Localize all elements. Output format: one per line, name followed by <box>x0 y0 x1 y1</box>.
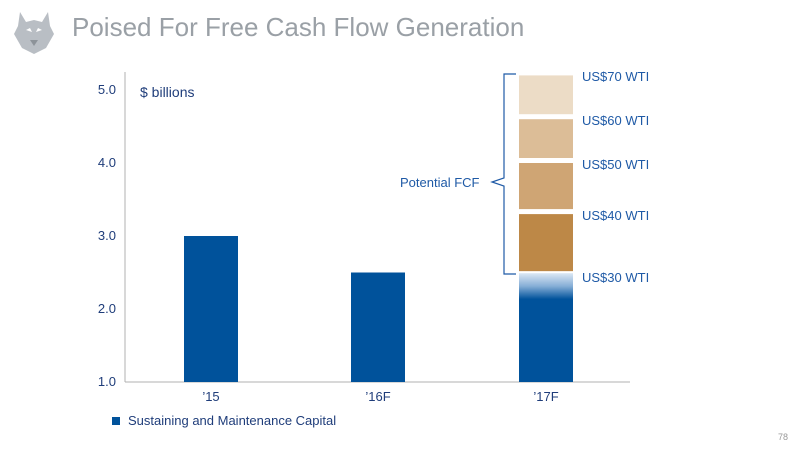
fcf-band <box>519 214 573 272</box>
wti-level-label: US$40 WTI <box>582 208 650 224</box>
fcf-band <box>519 163 573 210</box>
potential-fcf-bracket <box>490 73 516 275</box>
wti-level-label: US$50 WTI <box>582 157 650 172</box>
wti-level-label: US$30 WTI <box>582 270 650 286</box>
y-tick-label: 1.0 <box>97 374 116 389</box>
x-tick-label: ’15 <box>202 389 220 404</box>
y-tick-label: 5.0 <box>97 82 116 97</box>
potential-fcf-label: Potential FCF <box>400 175 480 190</box>
bar <box>184 236 238 382</box>
units-label: $ billions <box>140 84 195 100</box>
x-tick-label: ’17F <box>533 389 559 404</box>
page-number: 78 <box>777 432 788 442</box>
wti-level-label: US$60 WTI <box>582 113 650 129</box>
bar <box>351 272 405 382</box>
fcf-band <box>519 119 573 158</box>
wti-level-label: US$70 WTI <box>582 69 650 85</box>
fcf-band-30 <box>519 273 573 300</box>
x-tick-label: ’16F <box>365 389 391 404</box>
y-tick-label: 4.0 <box>97 155 116 170</box>
husky-logo-icon <box>14 12 54 54</box>
y-tick-label: 3.0 <box>97 228 116 243</box>
legend-label: Sustaining and Maintenance Capital <box>128 413 337 428</box>
page-title: Poised For Free Cash Flow Generation <box>72 12 525 42</box>
y-tick-label: 2.0 <box>97 301 116 316</box>
fcf-band <box>519 75 573 115</box>
legend: Sustaining and Maintenance Capital <box>112 413 336 428</box>
legend-swatch <box>112 416 120 425</box>
